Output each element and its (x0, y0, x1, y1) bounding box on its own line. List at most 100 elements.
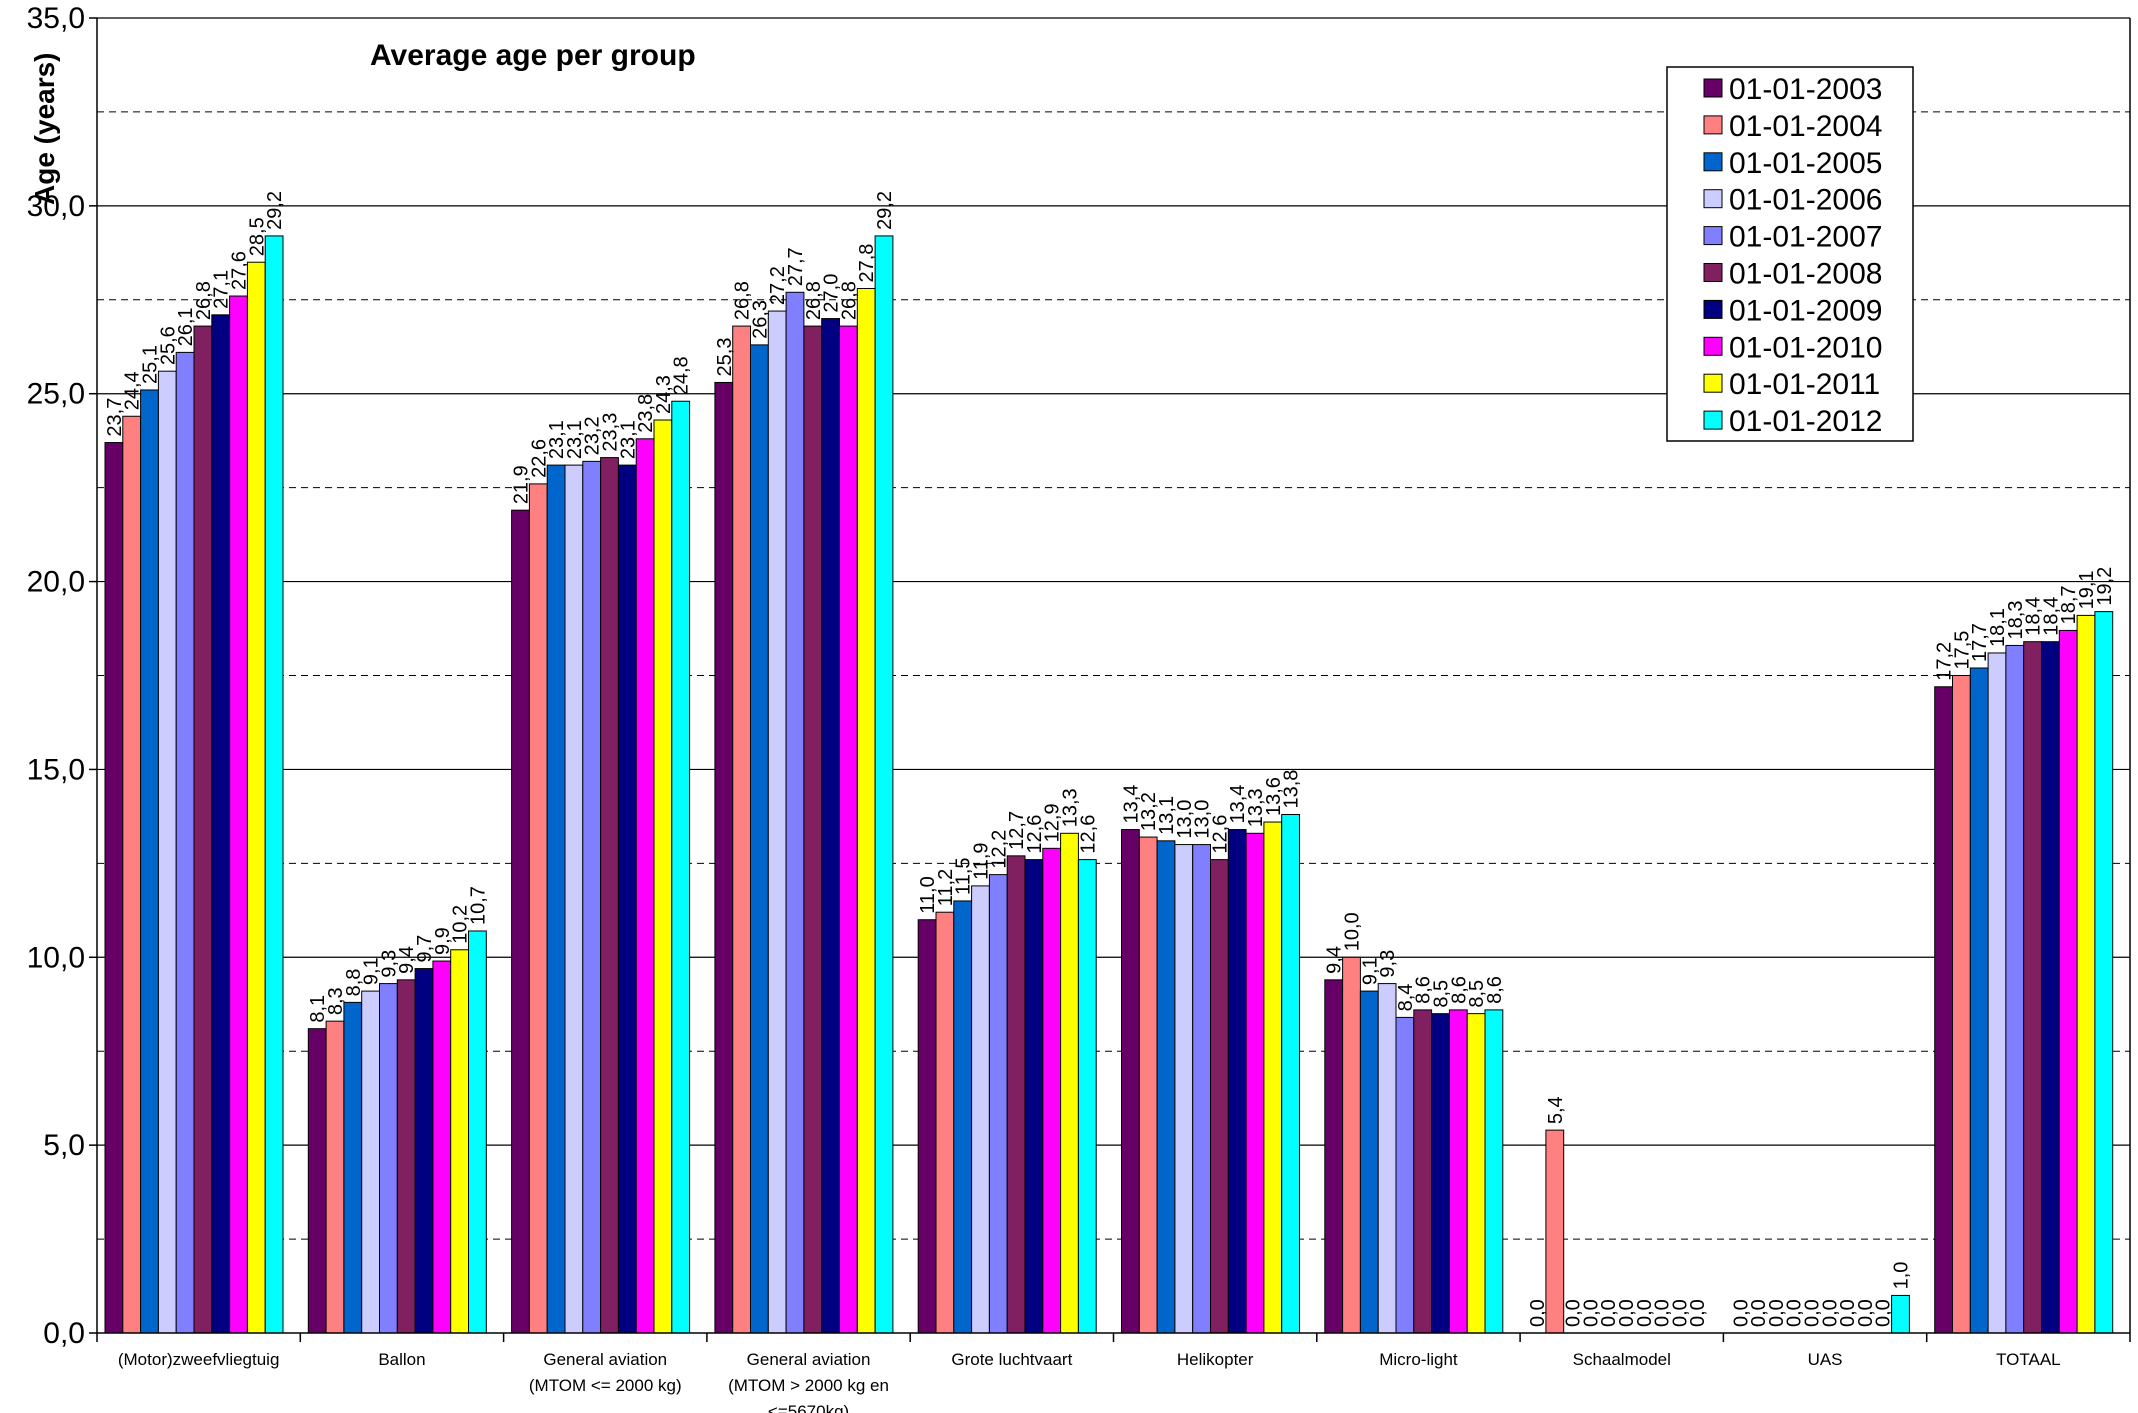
data-label: 9,7 (414, 935, 436, 963)
legend-label: 01-01-2008 (1729, 258, 1882, 291)
data-label: 23,2 (582, 416, 604, 455)
data-label: 25,1 (140, 345, 162, 384)
data-label: 26,3 (749, 300, 771, 339)
data-label: 9,3 (1377, 950, 1399, 978)
legend-label: 01-01-2004 (1729, 110, 1882, 143)
bar (1138, 836, 1158, 1334)
data-label: 18,4 (2040, 597, 2062, 636)
data-label: 8,4 (1395, 984, 1417, 1012)
data-label: 0,0 (1819, 1299, 1841, 1327)
data-label: 0,0 (1563, 1299, 1585, 1327)
data-label: 12,2 (988, 830, 1010, 869)
data-label: 17,5 (1951, 631, 1973, 670)
bar (122, 415, 142, 1334)
data-label: 0,0 (1873, 1299, 1895, 1327)
data-label: 13,3 (1060, 788, 1082, 827)
data-label: 17,7 (1969, 623, 1991, 662)
bar (750, 344, 769, 1334)
data-label: 10,2 (450, 905, 472, 944)
data-label: 0,0 (1634, 1299, 1656, 1327)
bar (874, 235, 894, 1334)
bar (1060, 832, 1079, 1334)
data-label: 0,0 (1802, 1299, 1824, 1327)
bar (617, 464, 637, 1334)
data-label: 12,6 (1209, 815, 1231, 854)
category-label-line: (MTOM <= 2000 kg) (529, 1376, 682, 1395)
bar (175, 351, 195, 1334)
data-labels: 23,724,425,125,626,126,827,127,628,529,2… (104, 191, 2116, 1327)
category-label: Grote luchtvaart (951, 1350, 1072, 1369)
data-label: 8,1 (307, 995, 329, 1023)
data-label: 25,3 (714, 338, 736, 377)
bar (714, 381, 734, 1334)
bar (264, 235, 284, 1334)
legend: 01-01-2003 01-01-2004 01-01-2005 01-01-2006… (1666, 66, 1914, 442)
bar (1006, 855, 1026, 1334)
category-label: (Motor)zweefvliegtuig (118, 1350, 280, 1369)
bar (767, 310, 787, 1334)
bar (1156, 840, 1176, 1334)
bar (1210, 859, 1229, 1334)
bar (1484, 1009, 1504, 1334)
bar (803, 325, 823, 1334)
legend-swatch (1703, 115, 1723, 135)
bar (2023, 641, 2042, 1334)
data-label: 19,2 (2094, 567, 2116, 606)
bar (917, 919, 937, 1334)
bar (1952, 675, 1971, 1334)
data-label: 27,1 (211, 270, 233, 309)
data-label: 0,0 (1855, 1299, 1877, 1327)
bar (2058, 629, 2078, 1334)
y-tick-label: 15,0 (27, 753, 85, 786)
data-label: 27,8 (856, 244, 878, 283)
bar (671, 400, 691, 1334)
data-label: 26,1 (175, 307, 197, 346)
legend-label: 01-01-2003 (1729, 73, 1882, 106)
data-label: 0,0 (1527, 1299, 1549, 1327)
data-label: 24,8 (671, 356, 693, 395)
data-label: 13,2 (1138, 792, 1160, 831)
bar (379, 983, 398, 1334)
data-label: 0,0 (1652, 1299, 1674, 1327)
data-label: 25,6 (157, 326, 179, 365)
data-label: 26,8 (732, 281, 754, 320)
legend-swatch (1703, 78, 1723, 98)
legend-label: 01-01-2010 (1729, 331, 1882, 364)
y-tick-label: 25,0 (27, 378, 85, 411)
legend-swatch (1703, 152, 1723, 172)
data-label: 13,6 (1263, 777, 1285, 816)
category-label: UAS (1808, 1350, 1843, 1369)
data-label: 11,9 (971, 842, 993, 879)
bar (2076, 614, 2096, 1334)
data-label: 23,1 (617, 420, 639, 459)
data-label: 8,6 (1448, 976, 1470, 1004)
data-label: 24,4 (122, 371, 144, 410)
data-label: 12,6 (1024, 815, 1046, 854)
category-label-line: TOTAAL (1996, 1350, 2061, 1369)
data-label: 23,1 (564, 420, 586, 459)
bar (307, 1028, 327, 1334)
legend-label: 01-01-2011 (1729, 368, 1880, 401)
bar (528, 483, 548, 1334)
bar (1077, 859, 1097, 1334)
bars (104, 235, 2114, 1334)
data-label: 0,0 (1837, 1299, 1859, 1327)
data-label: 24,3 (653, 375, 675, 414)
y-tick-label: 20,0 (27, 566, 85, 599)
data-label: 0,0 (1730, 1299, 1752, 1327)
category-label: Schaalmodel (1573, 1350, 1671, 1369)
bar (1121, 829, 1140, 1334)
data-label: 11,0 (917, 876, 939, 913)
category-label-line: UAS (1808, 1350, 1843, 1369)
bar (2094, 611, 2114, 1334)
data-label: 8,6 (1484, 976, 1506, 1004)
bar (343, 1001, 363, 1334)
data-label: 12,7 (1006, 811, 1028, 850)
bar (450, 949, 470, 1334)
data-label: 12,6 (1077, 815, 1099, 854)
data-label: 9,1 (1359, 957, 1381, 985)
data-label: 12,9 (1042, 803, 1064, 842)
y-tick-label: 30,0 (27, 190, 85, 223)
bar (839, 325, 858, 1334)
data-label: 0,0 (1687, 1299, 1709, 1327)
